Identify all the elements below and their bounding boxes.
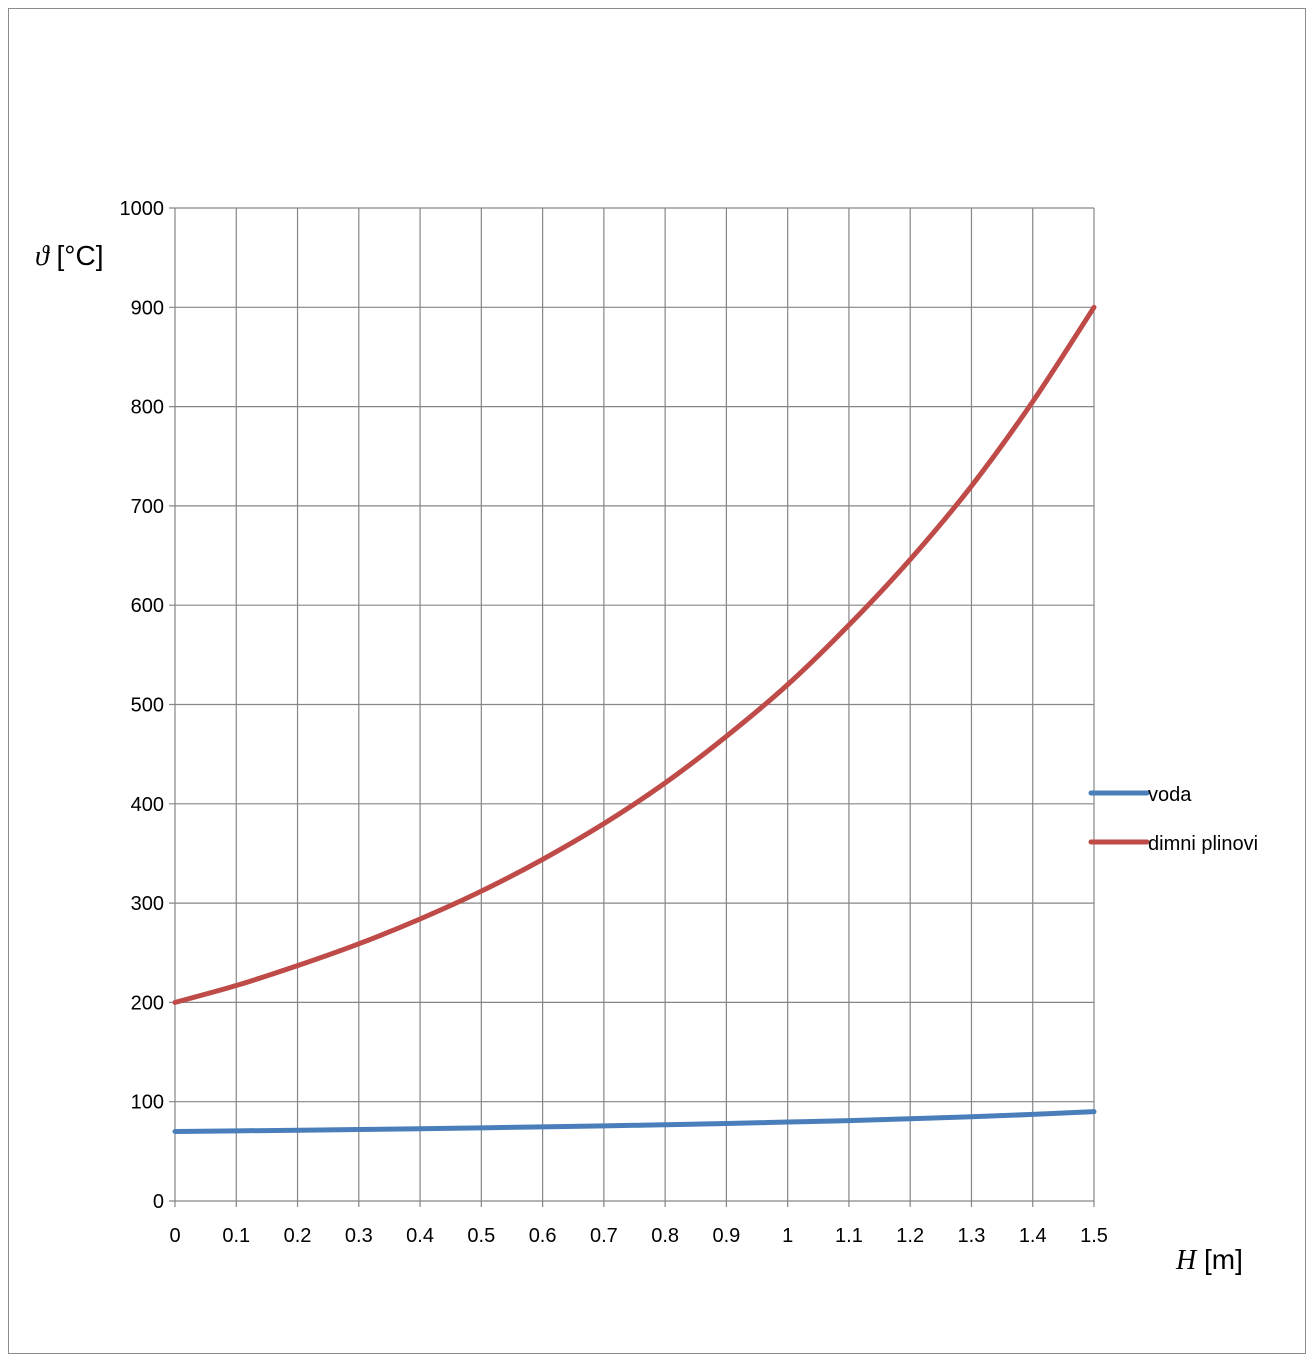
x-tick-label: 0.2: [284, 1225, 312, 1247]
y-tick-label: 900: [131, 297, 164, 319]
legend-label-voda: voda: [1148, 784, 1192, 806]
y-tick-label: 500: [131, 695, 164, 717]
y-tick-label: 400: [131, 794, 164, 816]
x-tick-label: 1.5: [1080, 1225, 1108, 1247]
legend: voda dimni plinovi: [1088, 784, 1258, 855]
x-tick-label: 0.6: [529, 1225, 557, 1247]
y-tick-label: 1000: [120, 198, 165, 220]
y-tick-label: 600: [131, 595, 164, 617]
x-tick-label: 0.9: [712, 1225, 740, 1247]
x-tick-label: 0.3: [345, 1225, 373, 1247]
series-lines: [172, 304, 1097, 1134]
x-tick-label: 0.4: [406, 1225, 434, 1247]
x-tick-label: 0.7: [590, 1225, 618, 1247]
x-tick-label: 1.3: [958, 1225, 986, 1247]
grid-lines: [169, 207, 1095, 1207]
y-tick-label: 200: [131, 992, 164, 1014]
x-tick-label: 1.2: [896, 1225, 924, 1247]
x-tick-label: 0.5: [467, 1225, 495, 1247]
y-tick-label: 0: [153, 1191, 164, 1213]
legend-label-dimni-plinovi: dimni plinovi: [1148, 833, 1258, 855]
x-tick-labels: 0 0.1 0.2 0.3 0.4 0.5 0.6 0.7 0.8 0.9 1 1.1 1.2 1.3 1.…: [169, 1225, 1107, 1247]
y-axis-title: ϑ [°C]: [35, 240, 104, 272]
x-tick-label: 0.8: [651, 1225, 679, 1247]
x-tick-label: 1: [782, 1225, 793, 1247]
y-tick-label: 800: [131, 397, 164, 419]
y-tick-label: 300: [131, 893, 164, 915]
x-tick-label: 1.4: [1019, 1225, 1047, 1247]
x-tick-label: 0.1: [222, 1225, 250, 1247]
x-tick-label: 0: [169, 1225, 180, 1247]
y-tick-label: 100: [131, 1092, 164, 1114]
x-tick-label: 1.1: [835, 1225, 863, 1247]
y-tick-label: 700: [131, 496, 164, 518]
y-tick-labels: 0 100 200 300 400 500 600 700 800 900 1000: [120, 198, 165, 1213]
series-line-dimni-plinovi: [172, 304, 1097, 1005]
x-axis-title: H [m]: [1175, 1244, 1243, 1276]
series-line-voda: [172, 1109, 1097, 1134]
